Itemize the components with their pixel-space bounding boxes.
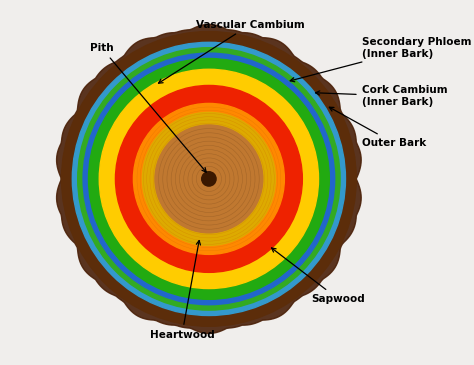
Circle shape bbox=[142, 112, 275, 245]
Text: Heartwood: Heartwood bbox=[150, 241, 214, 340]
Circle shape bbox=[83, 53, 335, 305]
Text: Cork Cambium
(Inner Bark): Cork Cambium (Inner Bark) bbox=[316, 85, 447, 107]
Polygon shape bbox=[56, 24, 361, 334]
Text: Secondary Phloem
(Inner Bark): Secondary Phloem (Inner Bark) bbox=[290, 37, 471, 82]
Circle shape bbox=[155, 125, 263, 233]
Circle shape bbox=[62, 31, 356, 326]
Text: Outer Bark: Outer Bark bbox=[329, 107, 426, 148]
Circle shape bbox=[202, 172, 216, 186]
Text: Sapwood: Sapwood bbox=[272, 248, 365, 304]
Circle shape bbox=[89, 58, 329, 299]
Text: Vascular Cambium: Vascular Cambium bbox=[158, 20, 305, 83]
Circle shape bbox=[78, 48, 340, 310]
Circle shape bbox=[116, 85, 302, 272]
Circle shape bbox=[73, 42, 346, 315]
Text: Pith: Pith bbox=[90, 43, 206, 172]
Circle shape bbox=[99, 69, 319, 289]
Circle shape bbox=[133, 103, 284, 254]
